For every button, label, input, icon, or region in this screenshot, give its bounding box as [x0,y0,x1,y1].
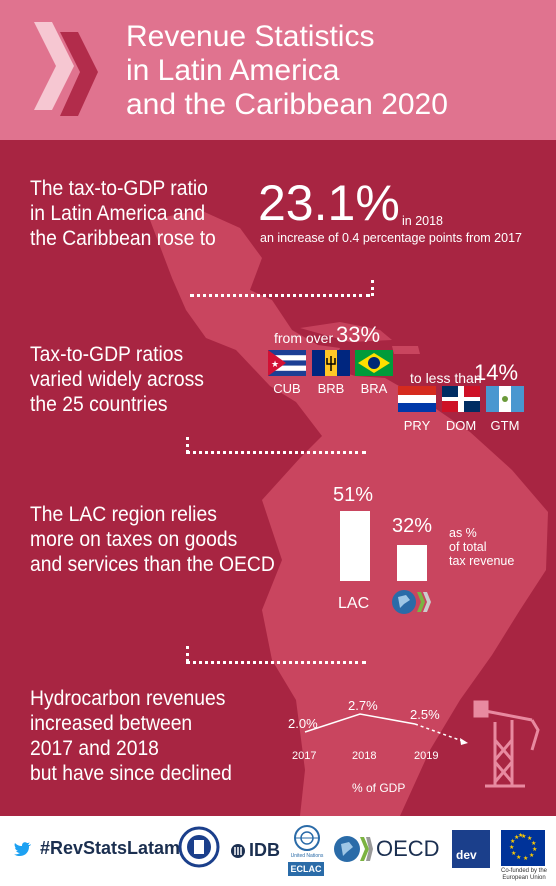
idb-icon [231,844,245,858]
svg-text:★: ★ [518,832,523,839]
hydrocarbon-chart [304,700,540,788]
guatemala-flag-icon [486,386,524,412]
divider [186,661,366,664]
svg-text:★: ★ [514,834,519,841]
svg-text:★: ★ [521,833,526,840]
oecd-value: 32% [392,515,433,537]
section1-text: The tax-to-GDP ratio in Latin America an… [30,177,216,250]
tax-gdp-value: 23.1% [258,175,400,231]
footer: #RevStatsLatam IDB United Nations ECLAC … [0,816,556,886]
year-2019: 2019 [414,750,439,762]
low-value: 14% [474,360,519,385]
country-code: GTM [490,418,520,433]
oecd-globe-icon [392,590,431,614]
svg-text:★: ★ [531,840,536,847]
oecd-chevron-logo [34,22,98,116]
divider [186,451,366,454]
high-value: 33% [336,322,381,347]
divider [190,294,370,297]
svg-text:★: ★ [271,360,279,370]
hashtag[interactable]: #RevStatsLatam [40,838,181,858]
un-label: United Nations [290,853,324,859]
year-2017: 2017 [292,750,317,762]
year-note: in 2018 [402,214,444,228]
un-emblem-icon [294,825,320,851]
svg-text:★: ★ [523,855,528,862]
unit-note: as % of total tax revenue [449,526,515,568]
country-code: BRB [317,381,345,396]
divider [186,437,189,453]
oecd-bar [397,545,427,581]
svg-text:★: ★ [511,850,516,857]
oecd-logo: OECD [376,836,440,861]
svg-text:★: ★ [510,838,515,845]
high-prefix: from over [274,330,334,346]
low-prefix: to less than [410,370,482,386]
section4-text: Hydrocarbon revenues increased between 2… [30,687,232,785]
svg-text:★: ★ [532,846,537,853]
eu-flag-icon: ★ ★★★ ★★★★ ★★★★ [501,830,545,866]
country-code: BRA [360,381,388,396]
divider [186,646,189,662]
section3-text: The LAC region relies more on taxes on g… [30,503,275,576]
svg-text:★: ★ [529,852,534,859]
eu-cofunded-note: Co-funded by the European Union [500,868,548,881]
increase-note: an increase of 0.4 percentage points fro… [260,231,522,245]
lac-bar [340,511,370,581]
twitter-icon[interactable] [14,842,32,857]
idb-logo: IDB [249,840,280,860]
svg-text:★: ★ [509,844,514,851]
country-code: CUB [273,381,301,396]
divider [371,280,374,296]
value-2019: 2.5% [410,707,440,722]
dominican-flag-icon [442,386,480,412]
unit-label: % of GDP [352,781,406,795]
svg-text:★: ★ [527,835,532,842]
section2-text: Tax-to-GDP ratios varied widely across t… [30,343,204,416]
country-code: DOM [445,418,477,433]
svg-text:★: ★ [516,854,521,861]
ciat-logo [178,826,220,868]
oecd-logo-icon [334,836,373,862]
lac-value: 51% [333,484,374,506]
page-title: Revenue Statistics in Latin America and … [126,20,448,121]
brazil-flag-icon [355,350,393,376]
lac-label: LAC [338,595,370,612]
header-banner: Revenue Statistics in Latin America and … [0,0,556,140]
barbados-flag-icon [312,350,350,376]
country-code: PRY [403,418,431,433]
value-2017: 2.0% [288,716,318,731]
eclac-logo: ECLAC [288,862,324,876]
cuba-flag-icon: ★ [268,350,306,376]
paraguay-flag-icon [398,386,436,412]
year-2018: 2018 [352,750,377,762]
dev-centre-logo: dev [452,830,490,868]
value-2018: 2.7% [348,698,378,713]
